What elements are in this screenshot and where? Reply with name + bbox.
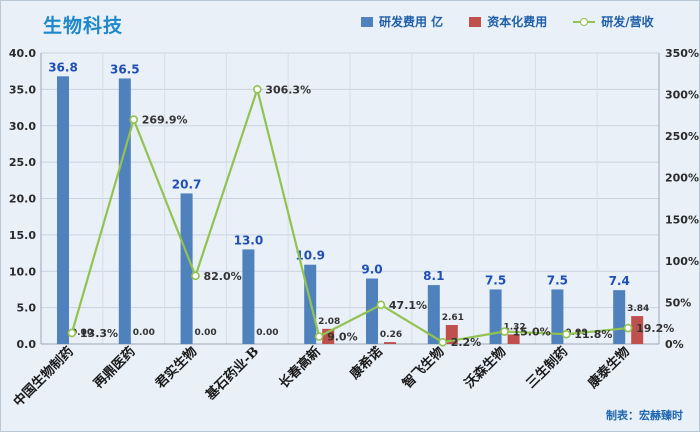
x-tick-label: 长春高新 <box>276 344 324 392</box>
ratio-label: 11.8% <box>574 328 612 341</box>
ratio-point <box>252 85 262 94</box>
bar-rd <box>57 76 69 344</box>
y-left-tick-label: 10.0 <box>9 265 36 278</box>
ratio-point <box>561 329 571 339</box>
ratio-label: 47.1% <box>389 299 427 312</box>
bar-capex <box>507 334 520 344</box>
legend-swatch-rd <box>361 16 373 27</box>
bar-capex-label: 0.00 <box>133 328 155 338</box>
ratio-label: 2.2% <box>451 336 482 349</box>
ratio-point <box>314 332 324 341</box>
ratio-point <box>500 327 509 336</box>
legend-item-capex: 资本化费用 <box>469 13 547 30</box>
x-tick-label: 沃森生物 <box>461 344 509 392</box>
y-right-tick-label: 50% <box>665 296 691 309</box>
bar-capex-label: 0.00 <box>71 328 93 338</box>
x-tick-label: 三生制药 <box>523 344 571 392</box>
credit-text: 制表：宏赫臻时 <box>606 409 683 422</box>
bar-capex-label: 0.00 <box>194 328 216 338</box>
x-tick-label: 中国生物制药 <box>10 344 76 410</box>
ratio-point <box>191 271 200 281</box>
bar-rd <box>366 278 378 344</box>
y-right-tick-label: 100% <box>665 255 699 268</box>
legend-marker-ratio <box>573 17 596 27</box>
ratio-label: 269.9% <box>142 114 188 127</box>
legend: 研发费用 亿 资本化费用 研发/营收 <box>361 13 680 30</box>
y-right-tick-label: 150% <box>665 213 699 226</box>
y-left-tick-label: 15.0 <box>9 229 36 242</box>
ratio-label: 19.2% <box>636 322 674 335</box>
x-tick-label: 再鼎医药 <box>90 344 138 392</box>
ratio-label: 9.0% <box>327 331 358 344</box>
x-tick-label: 康希诺 <box>347 344 386 383</box>
ratio-point <box>623 323 633 333</box>
bar-capex-label: 3.84 <box>627 304 649 314</box>
x-tick-label: 君实生物 <box>152 344 200 392</box>
ratio-label: 13.3% <box>80 327 118 340</box>
y-left-tick-label: 0.0 <box>17 338 37 351</box>
bar-rd <box>180 193 193 344</box>
y-left-tick-label: 5.0 <box>17 302 37 315</box>
x-tick-label: 基石药业-B <box>202 344 262 404</box>
bar-rd-label: 8.1 <box>423 269 444 283</box>
bar-rd <box>118 78 131 345</box>
bar-rd-label: 13.0 <box>234 233 264 247</box>
bar-capex-label: 0.00 <box>256 328 278 338</box>
bar-rd-label: 7.4 <box>609 274 630 288</box>
bar-rd-label: 7.5 <box>547 273 568 287</box>
bar-rd <box>613 290 626 344</box>
bar-capex-label: 2.61 <box>442 313 464 323</box>
bar-capex-label: 0.26 <box>380 330 402 340</box>
bar-rd-label: 36.5 <box>110 62 140 76</box>
bar-capex <box>631 316 644 344</box>
y-left-tick-label: 40.0 <box>9 47 36 60</box>
y-right-tick-label: 300% <box>665 89 699 102</box>
legend-label-ratio: 研发/营收 <box>601 15 654 29</box>
legend-label-capex: 资本化费用 <box>487 15 548 29</box>
bar-rd-label: 10.9 <box>295 249 325 263</box>
y-left-tick-label: 25.0 <box>9 156 36 169</box>
y-left-tick-label: 20.0 <box>9 193 36 206</box>
bar-rd-label: 20.7 <box>172 177 202 191</box>
y-right-tick-label: 350% <box>665 47 699 60</box>
ratio-label: 306.3% <box>265 83 311 96</box>
bar-capex-label: 1.32 <box>503 322 525 332</box>
chart-title: 生物科技 <box>43 15 124 37</box>
bar-rd <box>551 289 564 344</box>
ratio-label: 15.0% <box>513 326 551 339</box>
bar-rd-label: 36.8 <box>48 60 78 74</box>
y-left-tick-label: 30.0 <box>9 120 36 133</box>
bar-rd <box>242 249 255 344</box>
ratio-point <box>129 115 138 124</box>
y-right-tick-label: 0% <box>665 338 684 351</box>
bar-capex-label: 2.08 <box>318 317 340 327</box>
ratio-label: 82.0% <box>204 270 242 283</box>
x-tick-label: 康泰生物 <box>585 344 633 392</box>
legend-label-rd: 研发费用 亿 <box>379 15 444 29</box>
bar-rd <box>489 289 502 344</box>
y-right-tick-label: 200% <box>665 172 699 185</box>
x-tick-label: 智飞生物 <box>399 344 447 392</box>
ratio-point <box>67 328 77 338</box>
bar-rd-label: 9.0 <box>361 263 382 277</box>
y-right-tick-label: 250% <box>665 130 699 143</box>
bar-rd-label: 7.5 <box>485 273 506 287</box>
ratio-line <box>70 85 629 344</box>
y-left-tick-label: 35.0 <box>9 83 36 96</box>
ratio-point <box>438 337 448 347</box>
ratio-point <box>376 300 386 310</box>
bar-capex <box>384 342 396 344</box>
bar-rd <box>427 285 440 344</box>
legend-swatch-capex <box>469 16 482 27</box>
legend-item-ratio: 研发/营收 <box>573 13 654 30</box>
legend-item-rd: 研发费用 亿 <box>361 13 443 30</box>
